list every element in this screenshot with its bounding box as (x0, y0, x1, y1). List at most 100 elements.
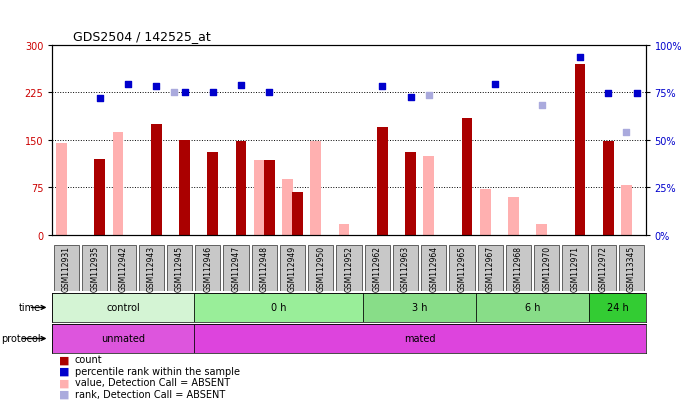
Bar (589, 293, 646, 322)
Text: GSM112967: GSM112967 (486, 245, 495, 291)
Text: GSM112950: GSM112950 (316, 245, 325, 291)
Text: GSM112943: GSM112943 (147, 245, 156, 291)
Text: count: count (75, 354, 103, 364)
FancyBboxPatch shape (450, 245, 475, 291)
Point (631, 90, 642, 97)
Text: GSM112949: GSM112949 (288, 245, 297, 291)
Text: rank, Detection Call = ABSENT: rank, Detection Call = ABSENT (75, 389, 225, 399)
Text: GSM112964: GSM112964 (429, 245, 438, 291)
Text: GSM112935: GSM112935 (90, 245, 99, 291)
Bar (536, 224, 547, 235)
Bar (193, 293, 363, 322)
Text: GSM112971: GSM112971 (570, 245, 579, 291)
Point (207, 90, 218, 96)
FancyBboxPatch shape (308, 245, 334, 291)
FancyBboxPatch shape (195, 245, 221, 291)
Text: GSM112948: GSM112948 (260, 245, 269, 291)
Text: 6 h: 6 h (525, 303, 540, 313)
Point (377, 83, 388, 90)
Text: mated: mated (404, 334, 436, 344)
Text: GSM113345: GSM113345 (627, 245, 636, 292)
Text: control: control (106, 303, 140, 313)
Text: ■: ■ (59, 389, 70, 399)
Bar (264, 161, 275, 235)
FancyBboxPatch shape (421, 245, 447, 291)
FancyBboxPatch shape (591, 245, 616, 291)
Text: ■: ■ (59, 377, 70, 387)
Text: GSM112952: GSM112952 (345, 245, 353, 291)
Bar (406, 153, 416, 235)
Bar (461, 118, 473, 235)
FancyBboxPatch shape (280, 245, 305, 291)
Text: GSM112946: GSM112946 (203, 245, 212, 291)
Bar (508, 197, 519, 235)
Bar (476, 293, 589, 322)
Text: ■: ■ (59, 354, 70, 364)
Text: GSM112962: GSM112962 (373, 245, 382, 291)
Point (621, 130, 632, 136)
Point (405, 94, 416, 101)
Text: value, Detection Call = ABSENT: value, Detection Call = ABSENT (75, 377, 230, 387)
Point (423, 93, 434, 100)
Bar (603, 142, 614, 235)
Point (179, 90, 190, 96)
Text: ■: ■ (59, 366, 70, 376)
FancyBboxPatch shape (364, 245, 390, 291)
Bar (52, 324, 193, 353)
Point (603, 90, 614, 97)
FancyBboxPatch shape (619, 245, 644, 291)
FancyBboxPatch shape (54, 245, 79, 291)
Bar (480, 190, 491, 235)
Bar (56, 144, 67, 235)
FancyBboxPatch shape (477, 245, 503, 291)
Point (264, 89, 275, 95)
Text: 24 h: 24 h (607, 303, 628, 313)
Text: GSM112963: GSM112963 (401, 245, 410, 291)
Point (122, 81, 133, 88)
FancyBboxPatch shape (251, 245, 277, 291)
Point (235, 82, 246, 89)
FancyBboxPatch shape (167, 245, 192, 291)
Text: GSM112945: GSM112945 (175, 245, 184, 291)
Bar (151, 125, 162, 235)
FancyBboxPatch shape (534, 245, 560, 291)
Text: percentile rank within the sample: percentile rank within the sample (75, 366, 239, 376)
Bar (311, 142, 321, 235)
FancyBboxPatch shape (138, 245, 164, 291)
Text: GSM112968: GSM112968 (514, 245, 523, 291)
Point (94, 96, 105, 102)
Text: GSM112942: GSM112942 (119, 245, 128, 291)
Bar (193, 324, 646, 353)
Bar (236, 142, 246, 235)
FancyBboxPatch shape (223, 245, 248, 291)
Text: GSM112972: GSM112972 (599, 245, 608, 291)
Bar (292, 192, 303, 235)
FancyBboxPatch shape (506, 245, 531, 291)
Bar (363, 293, 476, 322)
Text: 0 h: 0 h (271, 303, 286, 313)
Text: GSM112970: GSM112970 (542, 245, 551, 291)
Text: GSM112947: GSM112947 (232, 245, 241, 291)
Bar (377, 128, 387, 235)
Bar (621, 186, 632, 235)
Bar (94, 159, 105, 235)
Bar (423, 156, 434, 235)
Text: protocol: protocol (1, 334, 40, 344)
Text: GSM112965: GSM112965 (457, 245, 466, 291)
Point (151, 84, 162, 90)
Bar (574, 64, 586, 235)
Point (169, 90, 180, 96)
Text: 3 h: 3 h (412, 303, 427, 313)
FancyBboxPatch shape (393, 245, 418, 291)
Text: GSM112931: GSM112931 (62, 245, 71, 291)
Bar (254, 161, 265, 235)
Bar (52, 293, 193, 322)
Text: GDS2504 / 142525_at: GDS2504 / 142525_at (73, 31, 211, 43)
Bar (112, 132, 124, 235)
Bar (207, 153, 218, 235)
Point (536, 102, 547, 109)
Point (574, 55, 586, 62)
FancyBboxPatch shape (110, 245, 135, 291)
Text: unmated: unmated (101, 334, 145, 344)
Text: time: time (18, 303, 40, 313)
